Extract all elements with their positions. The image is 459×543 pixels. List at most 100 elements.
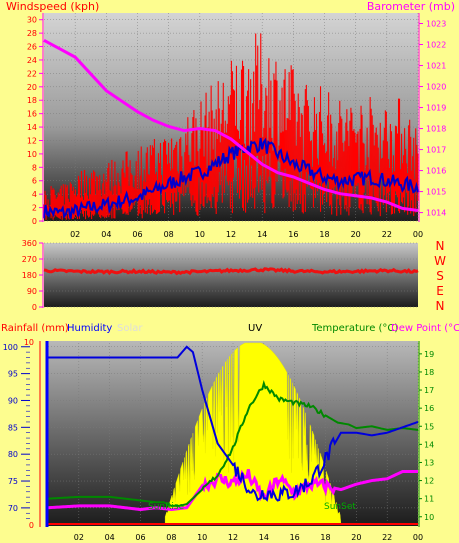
humidity-header: Humidity bbox=[67, 323, 112, 334]
wind-y-tick: 16 bbox=[27, 110, 37, 119]
wind-y-tick: 14 bbox=[27, 123, 37, 132]
wind-y-tick: 20 bbox=[27, 83, 37, 92]
series-dew-point-line bbox=[47, 469, 418, 512]
direction-y-tick: 360 bbox=[22, 239, 37, 248]
wind-x-tick: 00 bbox=[413, 230, 423, 239]
compass-label: S bbox=[436, 269, 444, 283]
temperature-y-tick: 19 bbox=[424, 350, 434, 359]
barometer-header: Barometer (mb) bbox=[367, 0, 455, 13]
wind-x-tick: 18 bbox=[319, 230, 329, 239]
direction-y-ticks: 0 90 180 270 360 bbox=[22, 239, 43, 312]
direction-y-tick: 270 bbox=[22, 255, 37, 264]
series-humidity-line bbox=[48, 345, 419, 502]
wind-x-tick: 12 bbox=[226, 230, 236, 239]
temperature-y-ticks: 10 11 12 13 14 15 16 17 18 19 bbox=[419, 350, 434, 522]
direction-y-tick: 180 bbox=[22, 271, 37, 280]
direction-y-tick: 90 bbox=[27, 287, 37, 296]
wind-x-tick: 14 bbox=[257, 230, 267, 239]
series-direction-line bbox=[43, 267, 419, 276]
wind-y-tick: 8 bbox=[32, 163, 37, 172]
annotation-sunrise: SunRise bbox=[148, 502, 185, 512]
rainfall-y-tick: 0 bbox=[29, 521, 34, 530]
dew-point-header: Dew Point (°C bbox=[391, 323, 459, 334]
compass-label: W bbox=[434, 254, 446, 268]
wind-x-tick: 08 bbox=[164, 230, 174, 239]
barometer-y-tick: 1022 bbox=[426, 41, 446, 50]
climate-x-tick: 16 bbox=[290, 533, 300, 542]
wind-y-tick: 26 bbox=[27, 43, 37, 52]
barometer-y-ticks: 1014 1015 1016 1017 1018 1019 1020 1021 1022 1023 bbox=[419, 20, 446, 218]
climate-x-tick: 06 bbox=[135, 533, 145, 542]
wind-x-tick: 22 bbox=[382, 230, 392, 239]
temperature-y-tick: 11 bbox=[424, 495, 434, 504]
humidity-y-tick: 80 bbox=[8, 450, 18, 459]
climate-x-tick: 18 bbox=[320, 533, 330, 542]
humidity-y-tick: 95 bbox=[8, 370, 18, 379]
humidity-y-tick: 85 bbox=[8, 423, 18, 432]
wind-y-tick: 24 bbox=[27, 56, 37, 65]
rainfall-y-tick: 0 bbox=[29, 338, 34, 347]
temperature-y-tick: 18 bbox=[424, 368, 434, 377]
barometer-y-tick: 1021 bbox=[426, 62, 446, 71]
climate-x-tick: 20 bbox=[351, 533, 361, 542]
climate-x-tick: 04 bbox=[105, 533, 115, 542]
climate-x-tick: 00 bbox=[413, 533, 423, 542]
wind-x-tick: 20 bbox=[351, 230, 361, 239]
series-temperature-line bbox=[47, 379, 419, 507]
uv-header: UV bbox=[248, 323, 262, 334]
wind-y-tick: 28 bbox=[27, 29, 37, 38]
wind-x-tick: 04 bbox=[101, 230, 111, 239]
rainfall-y-tick: 1 bbox=[24, 338, 29, 347]
direction-y-tick: 0 bbox=[32, 303, 37, 312]
series-gust-line bbox=[43, 137, 419, 219]
climate-x-tick: 12 bbox=[228, 533, 238, 542]
humidity-y-tick: 75 bbox=[8, 477, 18, 486]
barometer-y-tick: 1019 bbox=[426, 104, 446, 113]
wind-x-tick: 02 bbox=[70, 230, 80, 239]
temperature-y-tick: 14 bbox=[424, 440, 434, 449]
wind-y-tick: 18 bbox=[27, 96, 37, 105]
series-solar-area bbox=[164, 342, 342, 525]
wind-y-tick: 2 bbox=[32, 204, 37, 213]
wind-y-tick: 10 bbox=[27, 150, 37, 159]
wind-x-tick: 10 bbox=[195, 230, 205, 239]
rainfall-header: Rainfall (mm) bbox=[1, 323, 69, 334]
compass-label: N bbox=[436, 239, 445, 253]
climate-x-tick: 02 bbox=[74, 533, 84, 542]
annotation-sunset: SunSet bbox=[324, 502, 356, 512]
temperature-y-tick: 15 bbox=[424, 422, 434, 431]
temperature-y-tick: 10 bbox=[424, 513, 434, 522]
humidity-y-tick: 70 bbox=[8, 504, 18, 513]
series-barometer-line bbox=[43, 38, 419, 212]
rainfall-y-ticks: 001 bbox=[24, 338, 34, 530]
climate-x-tick: 14 bbox=[259, 533, 269, 542]
barometer-y-tick: 1018 bbox=[426, 125, 446, 134]
barometer-y-tick: 1017 bbox=[426, 146, 446, 155]
compass-label: N bbox=[436, 299, 445, 313]
wind-x-ticks: 02 04 06 08 10 12 14 16 18 20 22 00 bbox=[70, 230, 423, 239]
humidity-y-tick: 100 bbox=[3, 343, 18, 352]
barometer-y-tick: 1023 bbox=[426, 20, 446, 29]
wind-x-tick: 06 bbox=[132, 230, 142, 239]
temperature-y-tick: 16 bbox=[424, 404, 434, 413]
wind-y-tick: 4 bbox=[32, 190, 37, 199]
temperature-y-tick: 13 bbox=[424, 458, 434, 467]
temperature-header: Temperature (°C) bbox=[311, 323, 398, 334]
barometer-y-tick: 1020 bbox=[426, 83, 446, 92]
solar-header: Solar bbox=[117, 323, 143, 334]
climate-x-tick: 22 bbox=[382, 533, 392, 542]
climate-x-ticks: 02 04 06 08 10 12 14 16 18 20 22 00 bbox=[74, 533, 423, 542]
compass-label: E bbox=[436, 284, 444, 298]
barometer-y-tick: 1016 bbox=[426, 167, 446, 176]
wind-y-tick: 12 bbox=[27, 136, 37, 145]
wind-y-tick: 0 bbox=[32, 217, 37, 226]
temperature-y-tick: 12 bbox=[424, 477, 434, 486]
climate-x-tick: 08 bbox=[166, 533, 176, 542]
wind-x-tick: 16 bbox=[288, 230, 298, 239]
humidity-y-ticks: 70 75 80 85 90 95 100 bbox=[3, 343, 30, 519]
